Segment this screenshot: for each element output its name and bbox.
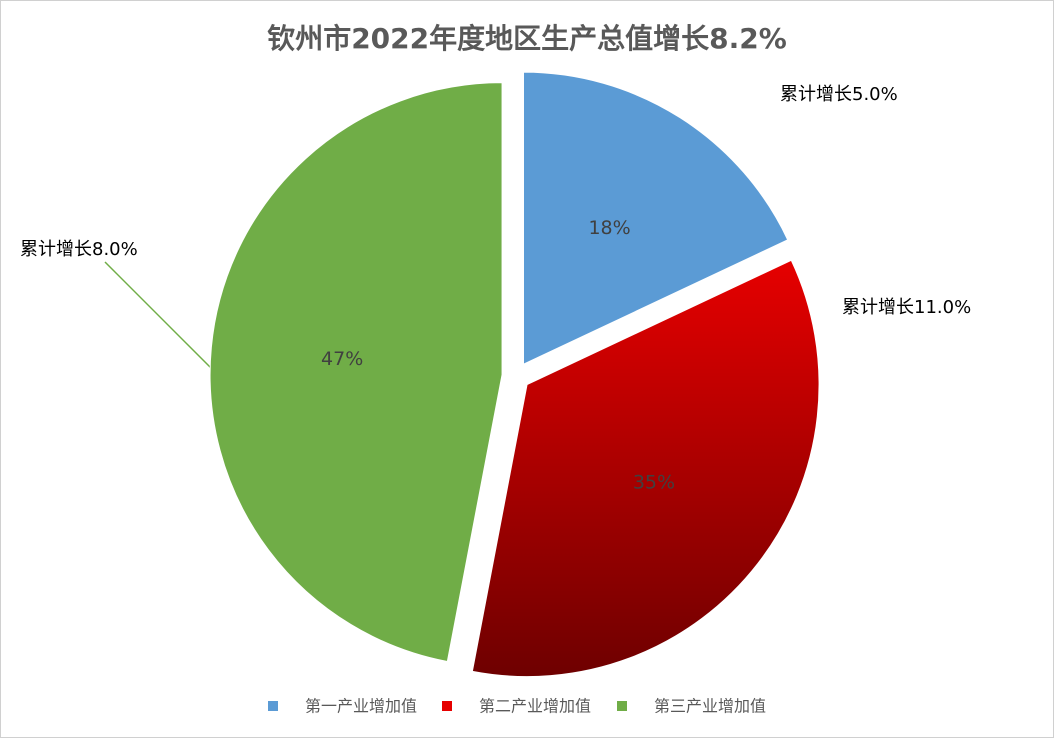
legend-swatch (617, 701, 627, 711)
annotation: 累计增长11.0% (842, 297, 971, 318)
leader-line (104, 261, 214, 371)
data-label: 35% (633, 472, 675, 494)
pie-slice (523, 71, 789, 365)
annotation: 累计增长5.0% (780, 84, 898, 105)
data-label: 18% (588, 217, 630, 239)
chart-title: 钦州市2022年度地区生产总值增长8.2% (267, 22, 787, 55)
legend-label: 第一产业增加值 (305, 697, 417, 716)
pie-slice (471, 259, 820, 678)
pie-slice (209, 82, 503, 663)
annotation: 累计增长8.0% (20, 239, 138, 260)
data-label: 47% (321, 348, 363, 370)
legend-label: 第三产业增加值 (654, 697, 766, 716)
legend-swatch (442, 701, 452, 711)
legend-label: 第二产业增加值 (479, 697, 591, 716)
legend-swatch (268, 701, 278, 711)
